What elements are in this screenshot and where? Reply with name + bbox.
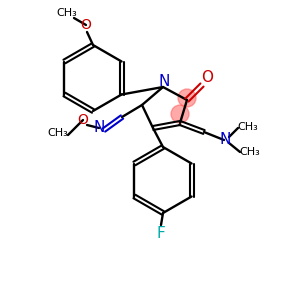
Text: CH₃: CH₃ xyxy=(48,128,68,138)
Text: F: F xyxy=(157,226,165,241)
Text: N: N xyxy=(93,121,105,136)
Text: O: O xyxy=(201,70,213,86)
Text: CH₃: CH₃ xyxy=(57,8,77,18)
Text: CH₃: CH₃ xyxy=(238,122,258,132)
Circle shape xyxy=(178,89,196,107)
Text: CH₃: CH₃ xyxy=(240,147,260,157)
Circle shape xyxy=(171,105,189,123)
Text: O: O xyxy=(81,18,92,32)
Text: N: N xyxy=(158,74,170,88)
Text: O: O xyxy=(78,113,88,127)
Text: N: N xyxy=(219,131,231,146)
